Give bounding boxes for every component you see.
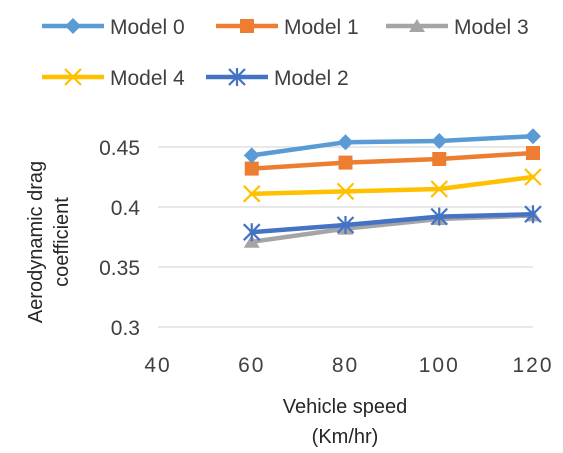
series-line bbox=[249, 174, 536, 197]
legend-label: Model 0 bbox=[110, 16, 185, 39]
x-tick-label: 60 bbox=[238, 354, 265, 377]
legend-label: Model 2 bbox=[274, 67, 349, 90]
legend-marker bbox=[65, 18, 81, 34]
legend-item-model-0: Model 0 bbox=[42, 16, 185, 39]
series-model-2 bbox=[242, 205, 542, 242]
legend-item-model-1: Model 1 bbox=[216, 16, 359, 39]
data-point bbox=[430, 180, 449, 198]
series-model-0 bbox=[243, 128, 541, 164]
data-point bbox=[243, 234, 260, 248]
series-group bbox=[242, 128, 542, 248]
series-line bbox=[249, 133, 536, 158]
legend-item-model-4: Model 4 bbox=[42, 67, 185, 90]
data-point bbox=[336, 182, 355, 201]
legend-marker bbox=[228, 68, 246, 86]
y-tick-label: 0.45 bbox=[99, 137, 140, 160]
series-line bbox=[249, 150, 536, 171]
data-point bbox=[524, 168, 542, 186]
y-axis-title-line2: coefficient bbox=[51, 197, 73, 287]
x-axis-title-line1: Vehicle speed bbox=[283, 396, 408, 418]
data-point bbox=[336, 216, 355, 234]
legend-marker bbox=[240, 19, 254, 33]
legend-label: Model 1 bbox=[284, 16, 359, 39]
series-line bbox=[249, 211, 536, 235]
data-point bbox=[432, 152, 447, 166]
data-point bbox=[430, 207, 449, 226]
legend-label: Model 4 bbox=[110, 67, 185, 90]
legend-marker bbox=[409, 19, 425, 32]
data-point bbox=[244, 161, 259, 176]
data-point bbox=[242, 223, 261, 242]
series-model-1 bbox=[244, 146, 540, 176]
y-tick-label: 0.4 bbox=[111, 197, 141, 220]
x-axis-title-line2: (Km/hr) bbox=[312, 426, 379, 448]
x-tick-label: 40 bbox=[144, 354, 171, 377]
series-model-4 bbox=[242, 168, 542, 203]
tick-labels: 0.3 0.35 0.4 0.45 40 60 80 100 120 bbox=[99, 137, 553, 377]
data-point bbox=[337, 134, 354, 151]
data-point bbox=[338, 155, 353, 170]
data-point bbox=[243, 147, 260, 164]
x-tick-label: 80 bbox=[332, 354, 359, 377]
data-point bbox=[525, 128, 541, 145]
data-point bbox=[242, 185, 261, 203]
legend-item-model-2: Model 2 bbox=[206, 67, 349, 90]
data-point bbox=[524, 205, 542, 224]
data-point bbox=[526, 146, 540, 160]
legend: Model 0 Model 1 Model 3 Model 4 Model 2 bbox=[42, 16, 529, 90]
x-tick-label: 100 bbox=[419, 354, 460, 377]
legend-label: Model 3 bbox=[454, 16, 529, 39]
x-tick-label: 120 bbox=[512, 354, 553, 377]
y-tick-label: 0.35 bbox=[99, 257, 140, 280]
y-axis-title-line1: Aerodynamic drag bbox=[25, 161, 47, 323]
legend-item-model-3: Model 3 bbox=[386, 16, 529, 39]
data-point bbox=[431, 133, 448, 149]
y-tick-label: 0.3 bbox=[111, 317, 140, 340]
gridlines bbox=[158, 146, 533, 328]
legend-marker bbox=[64, 68, 82, 86]
